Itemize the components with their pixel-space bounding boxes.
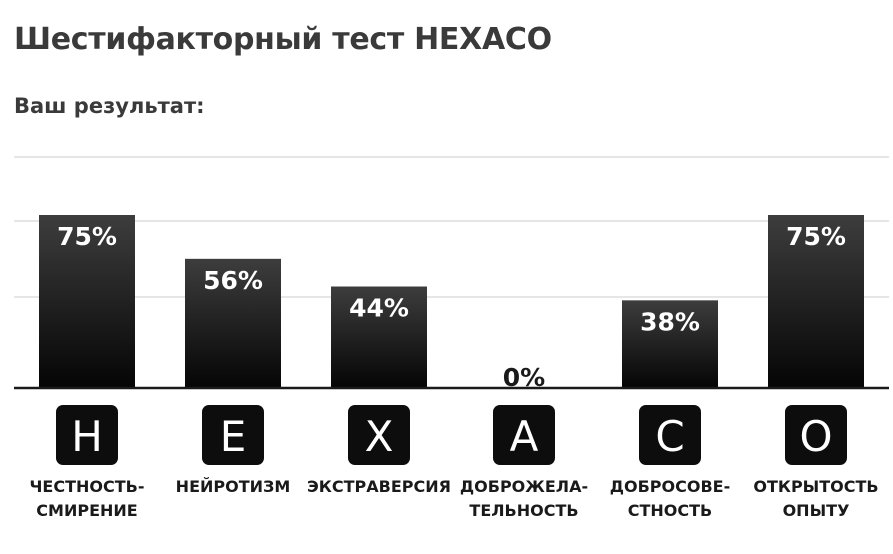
category-label: ТЕЛЬНОСТЬ xyxy=(469,501,578,520)
bar-o xyxy=(768,215,864,388)
category-label: НЕЙРОТИЗМ xyxy=(176,477,291,496)
factor-tile-a xyxy=(493,405,555,465)
factor-letter: A xyxy=(510,412,539,461)
bar-value-label: 75% xyxy=(786,222,846,251)
category-label: ДОБРОЖЕЛА- xyxy=(460,477,588,496)
category-label: ОПЫТУ xyxy=(783,501,850,520)
category-label: ОТКРЫТОСТЬ xyxy=(753,477,878,496)
bar-h xyxy=(39,215,135,388)
factor-letter: O xyxy=(799,412,832,461)
factor-letter: X xyxy=(365,412,394,461)
category-label: ЭКСТРАВЕРСИЯ xyxy=(307,477,451,496)
factor-letter: H xyxy=(71,412,103,461)
bar-value-label: 38% xyxy=(640,307,700,336)
bar-e xyxy=(185,258,281,388)
factor-tile-x xyxy=(348,405,410,465)
bar-x xyxy=(331,286,427,388)
factor-tile-o xyxy=(785,405,847,465)
category-label: СМИРЕНИЕ xyxy=(36,501,137,520)
category-label: ЧЕСТНОСТЬ- xyxy=(30,477,145,496)
bar-value-label: 75% xyxy=(57,222,117,251)
category-label: ДОБРОСОВЕ- xyxy=(610,477,730,496)
bar-value-label: 44% xyxy=(349,294,409,323)
bar-value-label: 56% xyxy=(203,266,263,295)
factor-letter: C xyxy=(655,412,684,461)
factor-letter: E xyxy=(220,412,247,461)
category-label: СТНОСТЬ xyxy=(628,501,713,520)
factor-tile-e xyxy=(202,405,264,465)
result-heading: Ваш результат: xyxy=(14,94,205,118)
factor-tile-h xyxy=(56,405,118,465)
page-title: Шестифакторный тест HEXACO xyxy=(14,22,552,57)
bar-c xyxy=(622,300,718,388)
factor-tile-c xyxy=(639,405,701,465)
